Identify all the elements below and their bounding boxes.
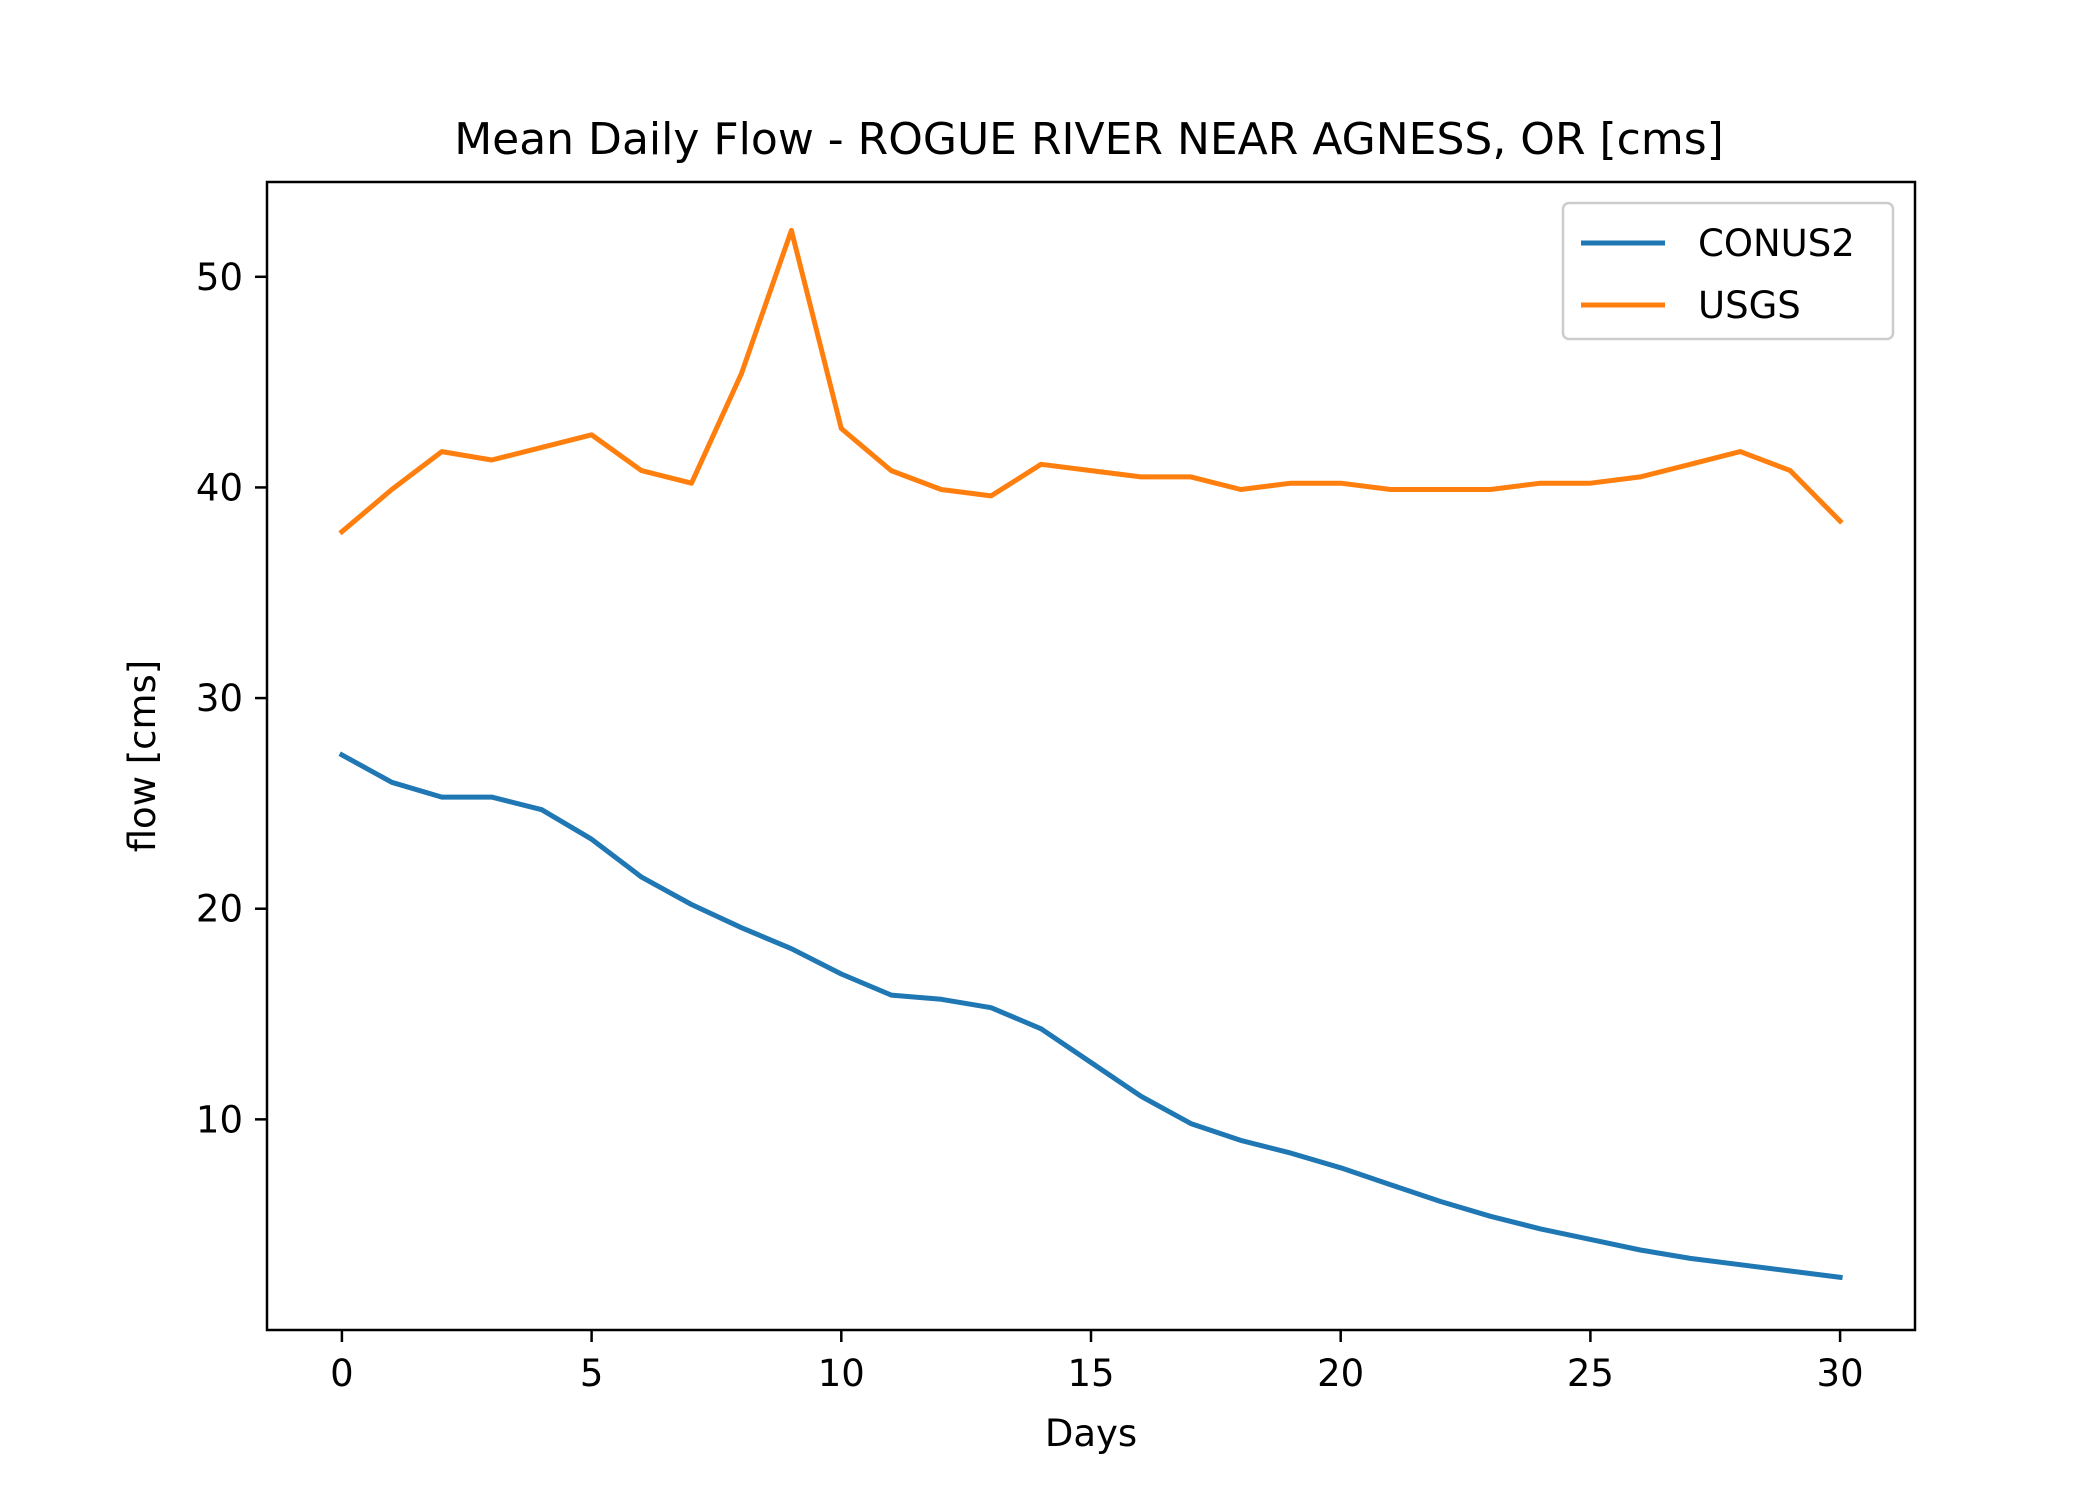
y-tick-label: 20 <box>196 888 243 931</box>
x-tick-label: 5 <box>580 1352 604 1395</box>
x-tick-label: 25 <box>1567 1352 1614 1395</box>
legend-label-conus2: CONUS2 <box>1698 222 1855 265</box>
chart-title: Mean Daily Flow - ROGUE RIVER NEAR AGNES… <box>454 114 1724 165</box>
x-axis-label: Days <box>1045 1412 1137 1455</box>
series-line-usgs <box>338 227 1844 536</box>
y-tick-label: 30 <box>196 677 243 720</box>
x-tick-label: 20 <box>1317 1352 1364 1395</box>
plot-area <box>267 182 1915 1330</box>
x-tick-label: 10 <box>818 1352 865 1395</box>
series-line-conus2 <box>338 751 1843 1281</box>
series-layer <box>338 227 1844 1281</box>
x-tick-label: 15 <box>1067 1352 1114 1395</box>
plot-frame <box>265 180 1917 1332</box>
y-axis-label: flow [cms] <box>121 660 164 853</box>
y-tick-label: 10 <box>196 1098 243 1141</box>
x-tick-label: 30 <box>1817 1352 1864 1395</box>
x-axis: 0 5 10 15 20 25 30 <box>330 1330 1864 1395</box>
legend: CONUS2 USGS <box>1561 201 1895 341</box>
y-axis: 10 20 30 40 50 <box>196 256 267 1141</box>
x-tick-label: 0 <box>330 1352 354 1395</box>
y-tick-label: 50 <box>196 256 243 299</box>
y-tick-label: 40 <box>196 466 243 509</box>
legend-label-usgs: USGS <box>1698 284 1801 327</box>
